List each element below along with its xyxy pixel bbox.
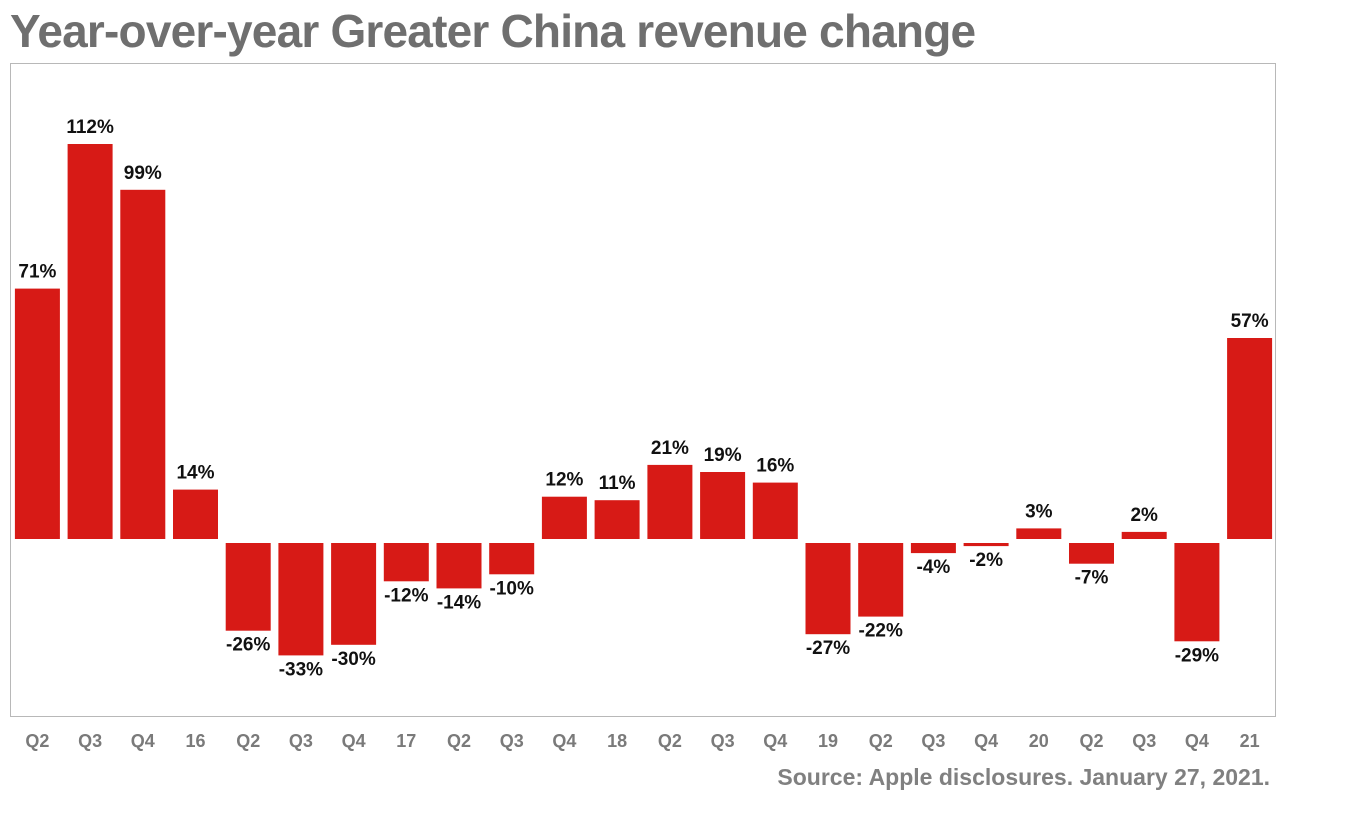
x-tick-label-1: Q3 [78, 731, 102, 751]
x-tick-label-6: Q4 [342, 731, 366, 751]
bar-8 [436, 543, 482, 589]
value-label-3: 14% [176, 463, 214, 484]
bars-group [14, 144, 1273, 656]
bar-16 [858, 543, 904, 617]
x-tick-label-8: Q2 [447, 731, 471, 751]
bar-20 [1069, 543, 1114, 564]
bar-1 [67, 144, 113, 539]
bar-11 [594, 500, 640, 539]
value-label-11: 11% [599, 473, 636, 494]
x-tick-label-16: Q2 [869, 731, 893, 751]
value-label-0: 71% [18, 262, 56, 283]
x-tick-label-23: 21 [1240, 731, 1260, 751]
bar-17 [910, 543, 956, 554]
bar-9 [489, 543, 535, 575]
bar-19 [1016, 528, 1062, 539]
value-label-6: -30% [331, 649, 375, 670]
bar-21 [1121, 531, 1167, 539]
x-tick-label-13: Q3 [711, 731, 735, 751]
value-label-19: 3% [1025, 501, 1053, 522]
bar-10 [541, 496, 587, 539]
value-label-20: -7% [1075, 568, 1109, 589]
source-note: Source: Apple disclosures. January 27, 2… [777, 764, 1270, 790]
value-label-14: 16% [756, 456, 794, 477]
value-label-7: -12% [384, 585, 428, 606]
value-label-5: -33% [279, 659, 323, 680]
bar-3 [173, 489, 218, 539]
x-tick-label-4: Q2 [236, 731, 260, 751]
x-tick-label-2: Q4 [131, 731, 155, 751]
x-tick-label-15: 19 [818, 731, 838, 751]
value-label-1: 112% [66, 117, 114, 138]
value-label-15: -27% [806, 638, 850, 659]
value-label-9: -10% [490, 578, 534, 599]
x-tick-label-3: 16 [185, 731, 205, 751]
bar-7 [383, 543, 429, 582]
plot-frame [10, 63, 1276, 717]
value-label-2: 99% [124, 163, 162, 184]
x-tick-label-0: Q2 [25, 731, 49, 751]
value-label-21: 2% [1130, 505, 1158, 526]
chart-title: Year-over-year Greater China revenue cha… [10, 5, 976, 57]
x-tick-label-22: Q4 [1185, 731, 1209, 751]
value-label-22: -29% [1175, 645, 1219, 666]
bar-14 [752, 482, 798, 539]
value-label-23: 57% [1231, 311, 1269, 332]
x-tick-label-11: 18 [607, 731, 627, 751]
x-tick-label-10: Q4 [552, 731, 576, 751]
x-tick-label-21: Q3 [1132, 731, 1156, 751]
bar-23 [1227, 338, 1273, 539]
bar-22 [1174, 543, 1220, 642]
value-label-12: 21% [651, 438, 689, 459]
bar-5 [278, 543, 324, 656]
value-label-4: -26% [226, 635, 270, 656]
x-tick-label-20: Q2 [1079, 731, 1103, 751]
x-tick-label-14: Q4 [763, 731, 787, 751]
bar-13 [700, 472, 746, 539]
value-label-13: 19% [704, 445, 742, 466]
bar-4 [225, 543, 271, 631]
x-tick-label-18: Q4 [974, 731, 998, 751]
bar-0 [14, 288, 60, 539]
value-label-18: -2% [969, 550, 1003, 571]
bar-12 [647, 464, 693, 539]
x-tick-label-12: Q2 [658, 731, 682, 751]
x-tick-label-5: Q3 [289, 731, 313, 751]
bar-6 [331, 543, 377, 645]
x-tick-label-9: Q3 [500, 731, 524, 751]
value-label-16: -22% [859, 621, 903, 642]
x-tick-label-7: 17 [396, 731, 416, 751]
value-label-8: -14% [437, 592, 481, 613]
x-tick-label-19: 20 [1029, 731, 1049, 751]
bar-15 [805, 543, 851, 635]
value-label-10: 12% [545, 470, 583, 491]
value-label-17: -4% [917, 557, 951, 578]
x-tick-labels-group: Q2 Q3 Q4 16 Q2 Q3 Q4 17 Q2 Q3 Q4 18 Q2 Q3 Q4 19 Q2 Q3 Q4 20… [25, 731, 1259, 751]
bar-2 [120, 189, 166, 540]
x-tick-label-17: Q3 [921, 731, 945, 751]
bar-18 [963, 543, 1009, 547]
value-labels-group: 71% 112% 99% 14% -26% -33% -30% -12% -14% -10% 12%… [18, 117, 1268, 680]
